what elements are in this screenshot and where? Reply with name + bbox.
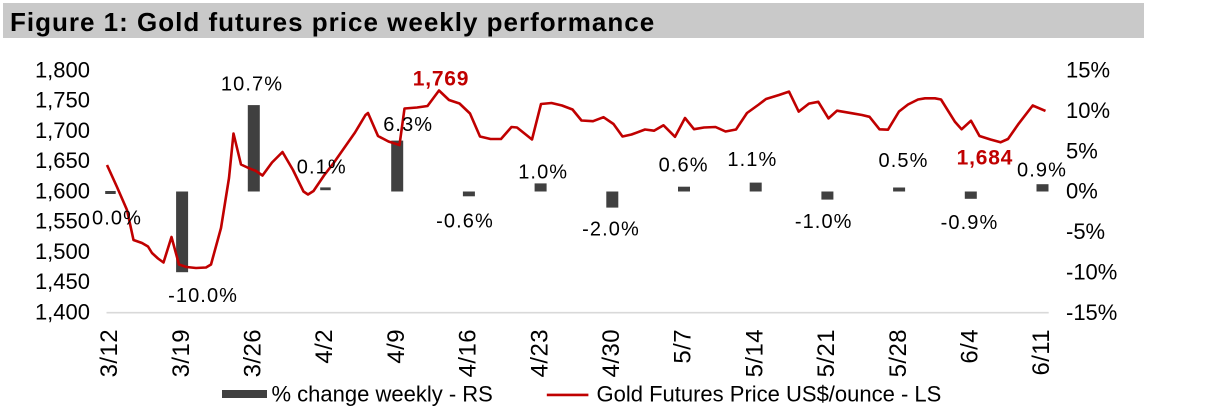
svg-text:1.1%: 1.1% xyxy=(727,149,777,171)
svg-text:1,450: 1,450 xyxy=(35,269,90,294)
svg-text:-0.9%: -0.9% xyxy=(941,212,999,234)
svg-text:5/28: 5/28 xyxy=(885,329,912,377)
svg-text:1,769: 1,769 xyxy=(413,68,470,91)
svg-text:% change weekly - RS: % change weekly - RS xyxy=(272,382,493,407)
svg-text:3/26: 3/26 xyxy=(240,329,267,377)
svg-text:0.5%: 0.5% xyxy=(879,150,929,172)
svg-text:-15%: -15% xyxy=(1066,300,1117,325)
svg-text:4/23: 4/23 xyxy=(526,329,553,377)
svg-text:3/19: 3/19 xyxy=(168,329,195,377)
svg-text:6/4: 6/4 xyxy=(957,329,984,364)
svg-text:4/9: 4/9 xyxy=(383,329,410,364)
svg-text:Figure 1: Gold futures price w: Figure 1: Gold futures price weekly perf… xyxy=(10,7,655,37)
svg-text:1,750: 1,750 xyxy=(35,88,90,113)
svg-text:1,550: 1,550 xyxy=(35,209,90,234)
svg-text:1,400: 1,400 xyxy=(35,300,90,325)
svg-text:-5%: -5% xyxy=(1066,219,1105,244)
svg-text:0.6%: 0.6% xyxy=(659,154,709,176)
svg-text:Gold Futures Price US$/ounce -: Gold Futures Price US$/ounce - LS xyxy=(597,382,942,407)
svg-text:1,500: 1,500 xyxy=(35,239,90,264)
svg-text:1.0%: 1.0% xyxy=(518,162,568,184)
svg-text:5/21: 5/21 xyxy=(813,329,840,377)
svg-text:5/14: 5/14 xyxy=(741,329,768,377)
svg-text:-1.0%: -1.0% xyxy=(795,211,853,233)
svg-text:0.1%: 0.1% xyxy=(297,157,347,179)
svg-text:4/30: 4/30 xyxy=(598,329,625,377)
svg-text:5%: 5% xyxy=(1066,138,1098,163)
svg-text:-0.6%: -0.6% xyxy=(436,210,494,232)
svg-text:-2.0%: -2.0% xyxy=(582,219,640,241)
svg-text:6/11: 6/11 xyxy=(1028,329,1055,376)
svg-text:4/2: 4/2 xyxy=(311,329,338,364)
svg-text:1,700: 1,700 xyxy=(35,118,90,143)
svg-text:1,650: 1,650 xyxy=(35,148,90,173)
svg-text:10.7%: 10.7% xyxy=(221,74,283,96)
svg-text:1,600: 1,600 xyxy=(35,178,90,203)
svg-text:0%: 0% xyxy=(1066,179,1098,204)
svg-text:6.3%: 6.3% xyxy=(383,114,433,136)
svg-text:5/7: 5/7 xyxy=(670,329,697,364)
svg-text:0.9%: 0.9% xyxy=(1017,159,1067,181)
svg-text:1,684: 1,684 xyxy=(957,147,1014,170)
svg-text:-10%: -10% xyxy=(1066,259,1117,284)
svg-text:-10.0%: -10.0% xyxy=(168,285,238,307)
svg-text:1,800: 1,800 xyxy=(35,57,90,82)
svg-text:4/16: 4/16 xyxy=(455,329,482,377)
svg-text:0.0%: 0.0% xyxy=(92,207,142,229)
svg-text:10%: 10% xyxy=(1066,98,1110,123)
svg-text:15%: 15% xyxy=(1066,58,1110,83)
svg-text:3/12: 3/12 xyxy=(96,329,123,377)
